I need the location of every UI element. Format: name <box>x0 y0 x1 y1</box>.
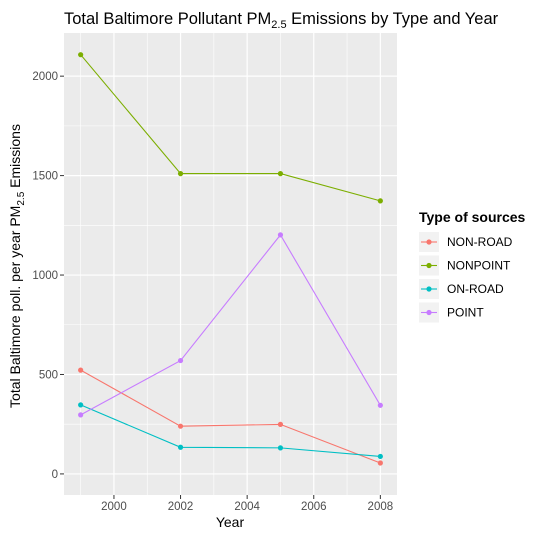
legend-items: NON-ROAD NONPOINT ON-ROAD POINT <box>419 232 513 323</box>
y-tick-label: 2000 <box>32 71 58 83</box>
data-point-non-road <box>377 460 383 466</box>
axes: 2000 2002 2004 2006 2008 0 500 1000 1500 2000 <box>32 71 393 513</box>
data-point-point <box>377 402 383 408</box>
series-non-road <box>78 367 383 466</box>
series-line-point <box>80 233 381 416</box>
data-point-on-road <box>277 445 284 451</box>
legend-label: NON-ROAD <box>447 235 513 249</box>
y-tick-label: 1000 <box>32 270 58 282</box>
y-tick-label: 500 <box>39 369 58 381</box>
y-axis-title-subscript: 2.5 <box>16 191 27 205</box>
data-point-non-road <box>78 367 84 373</box>
chart-title-subscript: 2.5 <box>271 19 286 31</box>
series-line-non-road <box>80 369 381 464</box>
data-point-nonpoint <box>377 198 383 204</box>
data-point-point <box>78 412 84 418</box>
series-nonpoint <box>78 52 383 204</box>
x-tick-label: 2004 <box>234 501 260 513</box>
panel-background <box>64 33 397 495</box>
data-point-nonpoint <box>177 171 184 177</box>
chart-title-suffix: Emissions by Type and Year <box>287 10 499 28</box>
data-point-point <box>177 357 184 364</box>
data-point-on-road <box>177 444 184 450</box>
y-tick-label: 0 <box>52 469 58 481</box>
y-tick-label: 1500 <box>32 171 58 183</box>
grid-lines <box>64 33 397 495</box>
series-on-road <box>78 402 383 460</box>
legend-label: NONPOINT <box>447 259 511 273</box>
data-point-point <box>277 232 284 238</box>
legend-key-point <box>426 309 432 316</box>
legend-title: Type of sources <box>419 209 526 225</box>
data-point-non-road <box>277 421 284 427</box>
x-tick-label: 2006 <box>301 501 327 513</box>
legend-item-nonpoint: NONPOINT <box>419 255 511 276</box>
chart-title-prefix: Total Baltimore Pollutant PM <box>64 10 271 28</box>
x-tick-label: 2008 <box>368 501 394 513</box>
data-point-on-road <box>377 453 383 460</box>
legend-label: ON-ROAD <box>447 282 504 296</box>
plot-panel <box>64 33 397 495</box>
series-point <box>78 232 383 418</box>
legend-item-non-road: NON-ROAD <box>419 232 513 252</box>
series-line-nonpoint <box>80 54 381 202</box>
data-point-non-road <box>177 423 184 429</box>
legend-key-point <box>426 286 432 292</box>
legend: Type of sources NON-ROAD NONPOINT ON-ROAD P… <box>419 209 526 323</box>
y-axis-title-prefix: Total Baltimore poll. per year PM <box>7 206 23 408</box>
series-line-on-road <box>80 404 381 457</box>
data-point-nonpoint <box>277 171 284 177</box>
x-tick-label: 2002 <box>168 501 194 513</box>
legend-key-point <box>426 239 432 245</box>
legend-item-point: POINT <box>419 302 484 323</box>
x-axis-title: Year <box>216 514 245 530</box>
chart-title: Total Baltimore Pollutant PM2.5 Emission… <box>64 10 499 31</box>
data-series <box>78 52 383 466</box>
y-axis-title-suffix: Emissions <box>7 124 23 192</box>
y-axis-title: Total Baltimore poll. per year PM2.5 Emi… <box>7 124 27 408</box>
legend-item-on-road: ON-ROAD <box>419 279 504 299</box>
legend-key-point <box>426 262 432 269</box>
data-point-nonpoint <box>78 52 84 58</box>
data-point-on-road <box>78 402 84 408</box>
x-tick-label: 2000 <box>101 501 127 513</box>
legend-label: POINT <box>447 306 484 320</box>
